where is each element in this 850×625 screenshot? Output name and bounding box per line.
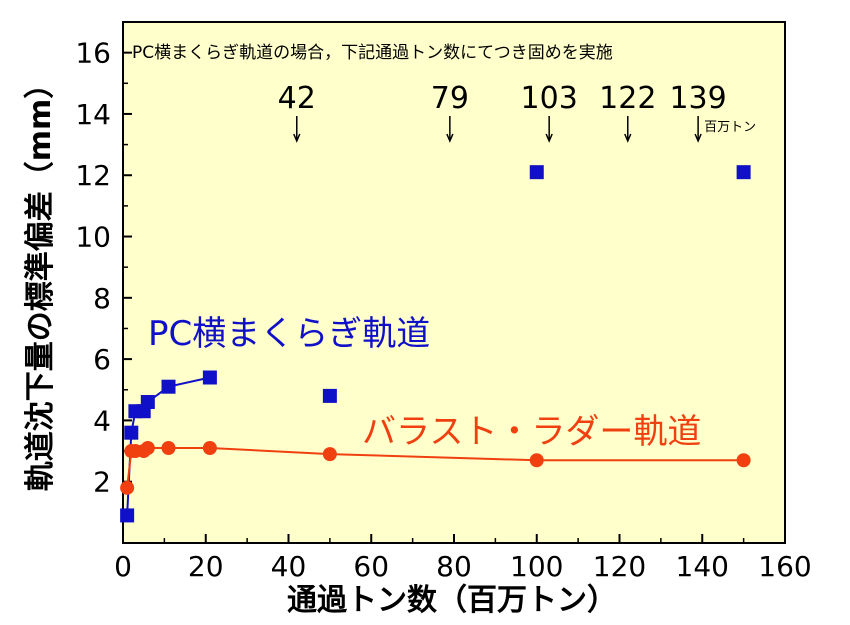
x-tick-label: 100 [510, 550, 563, 583]
series-layer [120, 165, 751, 523]
data-point-circle [161, 440, 176, 455]
tamping-label: 79 [431, 81, 469, 116]
x-tick-label: 60 [353, 550, 389, 583]
y-tick-label: 10 [75, 221, 111, 254]
data-point-circle [322, 447, 337, 462]
tamping-note: PC横まくらぎ軌道の場合，下記通過トン数にてつき固めを実施 [132, 43, 613, 63]
tamping-label: 122 [599, 81, 656, 116]
x-axis-title: 通過トン数（百万トン） [287, 583, 617, 618]
y-tick-label: 14 [75, 98, 111, 131]
data-point-square [124, 425, 139, 440]
y-tick-label: 8 [93, 282, 111, 315]
tamping-arrow-head [446, 133, 454, 143]
x-tick-label: 20 [188, 550, 224, 583]
x-tick-label: 140 [676, 550, 729, 583]
plot-area [122, 21, 786, 544]
tamping-label: 139 [669, 81, 726, 116]
data-point-circle [529, 453, 544, 468]
y-tick-label: 12 [75, 159, 111, 192]
x-tick-label: 80 [436, 550, 472, 583]
y-tick-label: 16 [75, 37, 111, 70]
y-tick-label: 2 [93, 466, 111, 499]
tamping-arrow-head [293, 133, 301, 143]
axes: 0 20 40 60 80 100 120 140 160 2 4 6 8 10 12 14 16 [75, 37, 811, 583]
x-tick-label: 0 [114, 550, 132, 583]
y-tick-label: 4 [93, 404, 111, 437]
x-tick-label: 40 [271, 550, 307, 583]
data-point-circle [202, 440, 217, 455]
data-point-square [736, 165, 751, 180]
data-point-circle [120, 480, 135, 495]
y-axis-title: 軌道沈下量の標準偏差（mm） [23, 69, 58, 492]
y-tick-label: 6 [93, 343, 111, 376]
x-tick-label: 120 [593, 550, 646, 583]
data-point-square [529, 165, 544, 180]
tamping-arrow-head [545, 133, 553, 143]
tamping-label: 42 [278, 81, 316, 116]
data-point-square [140, 395, 155, 410]
data-point-circle [140, 440, 155, 455]
data-point-square [161, 379, 176, 394]
tamping-label: 103 [521, 81, 578, 116]
series-label-ballast-ladder: バラスト・ラダー軌道 [362, 412, 701, 452]
tamping-arrow-head [694, 133, 702, 143]
data-point-square [120, 508, 135, 523]
data-point-square [322, 388, 337, 403]
data-point-circle [736, 453, 751, 468]
tamping-unit-label: 百万トン [704, 120, 756, 135]
data-point-square [202, 370, 217, 385]
tamping-arrow-head [624, 133, 632, 143]
series-label-pc-sleeper: PC横まくらぎ軌道 [148, 314, 430, 354]
x-tick-label: 160 [758, 550, 811, 583]
tamping-markers: 42 79 103 122 139 百万トン [278, 81, 756, 143]
